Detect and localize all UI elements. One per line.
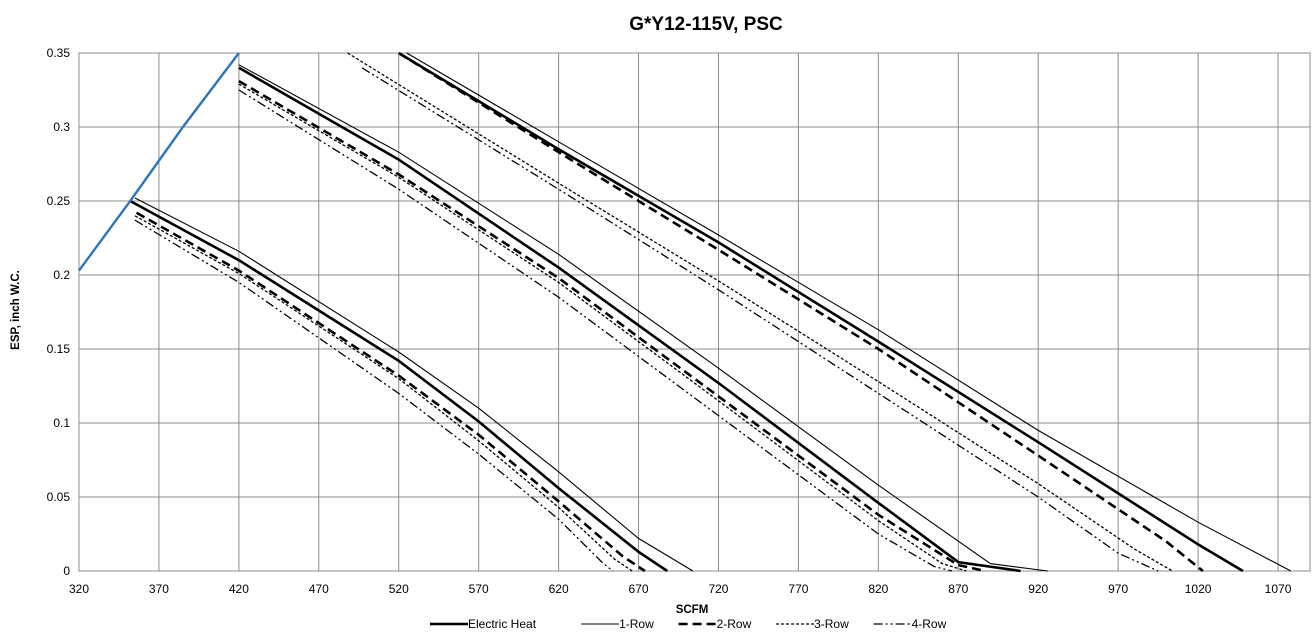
series-layer — [78, 51, 1292, 573]
series-line — [406, 52, 1292, 572]
x-tick-label: 520 — [389, 582, 409, 596]
series-line — [238, 64, 1048, 572]
series-line — [134, 215, 633, 572]
tick-layer: 320 370 420 470 520 570 620 670 720 770 820 870 920 9… — [47, 46, 1292, 596]
x-tick-label: 570 — [469, 582, 489, 596]
series-line — [238, 66, 1021, 573]
y-tick-label: 0.1 — [53, 416, 70, 430]
series-line — [238, 89, 953, 572]
y-tick-label: 0.3 — [53, 120, 70, 134]
x-tick-label: 320 — [69, 582, 89, 596]
x-tick-label: 620 — [549, 582, 569, 596]
grid-layer — [78, 52, 1311, 572]
x-tick-label: 720 — [708, 582, 728, 596]
series-line — [347, 52, 1173, 572]
series-line — [238, 79, 986, 573]
x-tick-label: 420 — [229, 582, 249, 596]
x-tick-label: 970 — [1108, 582, 1128, 596]
limit-curve-line — [78, 52, 240, 272]
y-tick-label: 0.05 — [47, 490, 71, 504]
legend-label: 1-Row — [619, 617, 654, 631]
x-tick-label: 670 — [629, 582, 649, 596]
chart-title: G*Y12-115V, PSC — [629, 14, 783, 35]
plot-border — [78, 52, 1311, 572]
series-line — [398, 51, 1204, 573]
y-tick-label: 0.25 — [47, 194, 71, 208]
legend: Electric Heat 1-Row 2-Row 3-Row 4-Row — [430, 617, 947, 631]
x-tick-label: 1070 — [1265, 582, 1292, 596]
y-axis-label: ESP, inch W.C. — [10, 270, 22, 350]
y-tick-label: 0 — [63, 564, 70, 578]
y-tick-label: 0.35 — [47, 46, 71, 60]
x-tick-label: 370 — [149, 582, 169, 596]
x-tick-label: 870 — [948, 582, 968, 596]
legend-label: Electric Heat — [468, 617, 537, 631]
x-tick-label: 1020 — [1185, 582, 1212, 596]
series-line — [361, 67, 1159, 572]
legend-label: 2-Row — [717, 617, 752, 631]
x-tick-label: 820 — [868, 582, 888, 596]
y-tick-label: 0.15 — [47, 342, 71, 356]
x-tick-label: 470 — [309, 582, 329, 596]
x-tick-label: 920 — [1028, 582, 1048, 596]
series-line — [135, 211, 646, 573]
x-tick-label: 770 — [788, 582, 808, 596]
series-line — [134, 219, 614, 572]
y-tick-label: 0.2 — [53, 268, 70, 282]
series-line — [238, 83, 967, 572]
series-line — [134, 197, 694, 572]
series-line — [129, 199, 669, 573]
x-axis-label: SCFM — [676, 604, 709, 616]
series-line — [398, 51, 1244, 573]
legend-label: 3-Row — [814, 617, 849, 631]
legend-label: 4-Row — [912, 617, 947, 631]
